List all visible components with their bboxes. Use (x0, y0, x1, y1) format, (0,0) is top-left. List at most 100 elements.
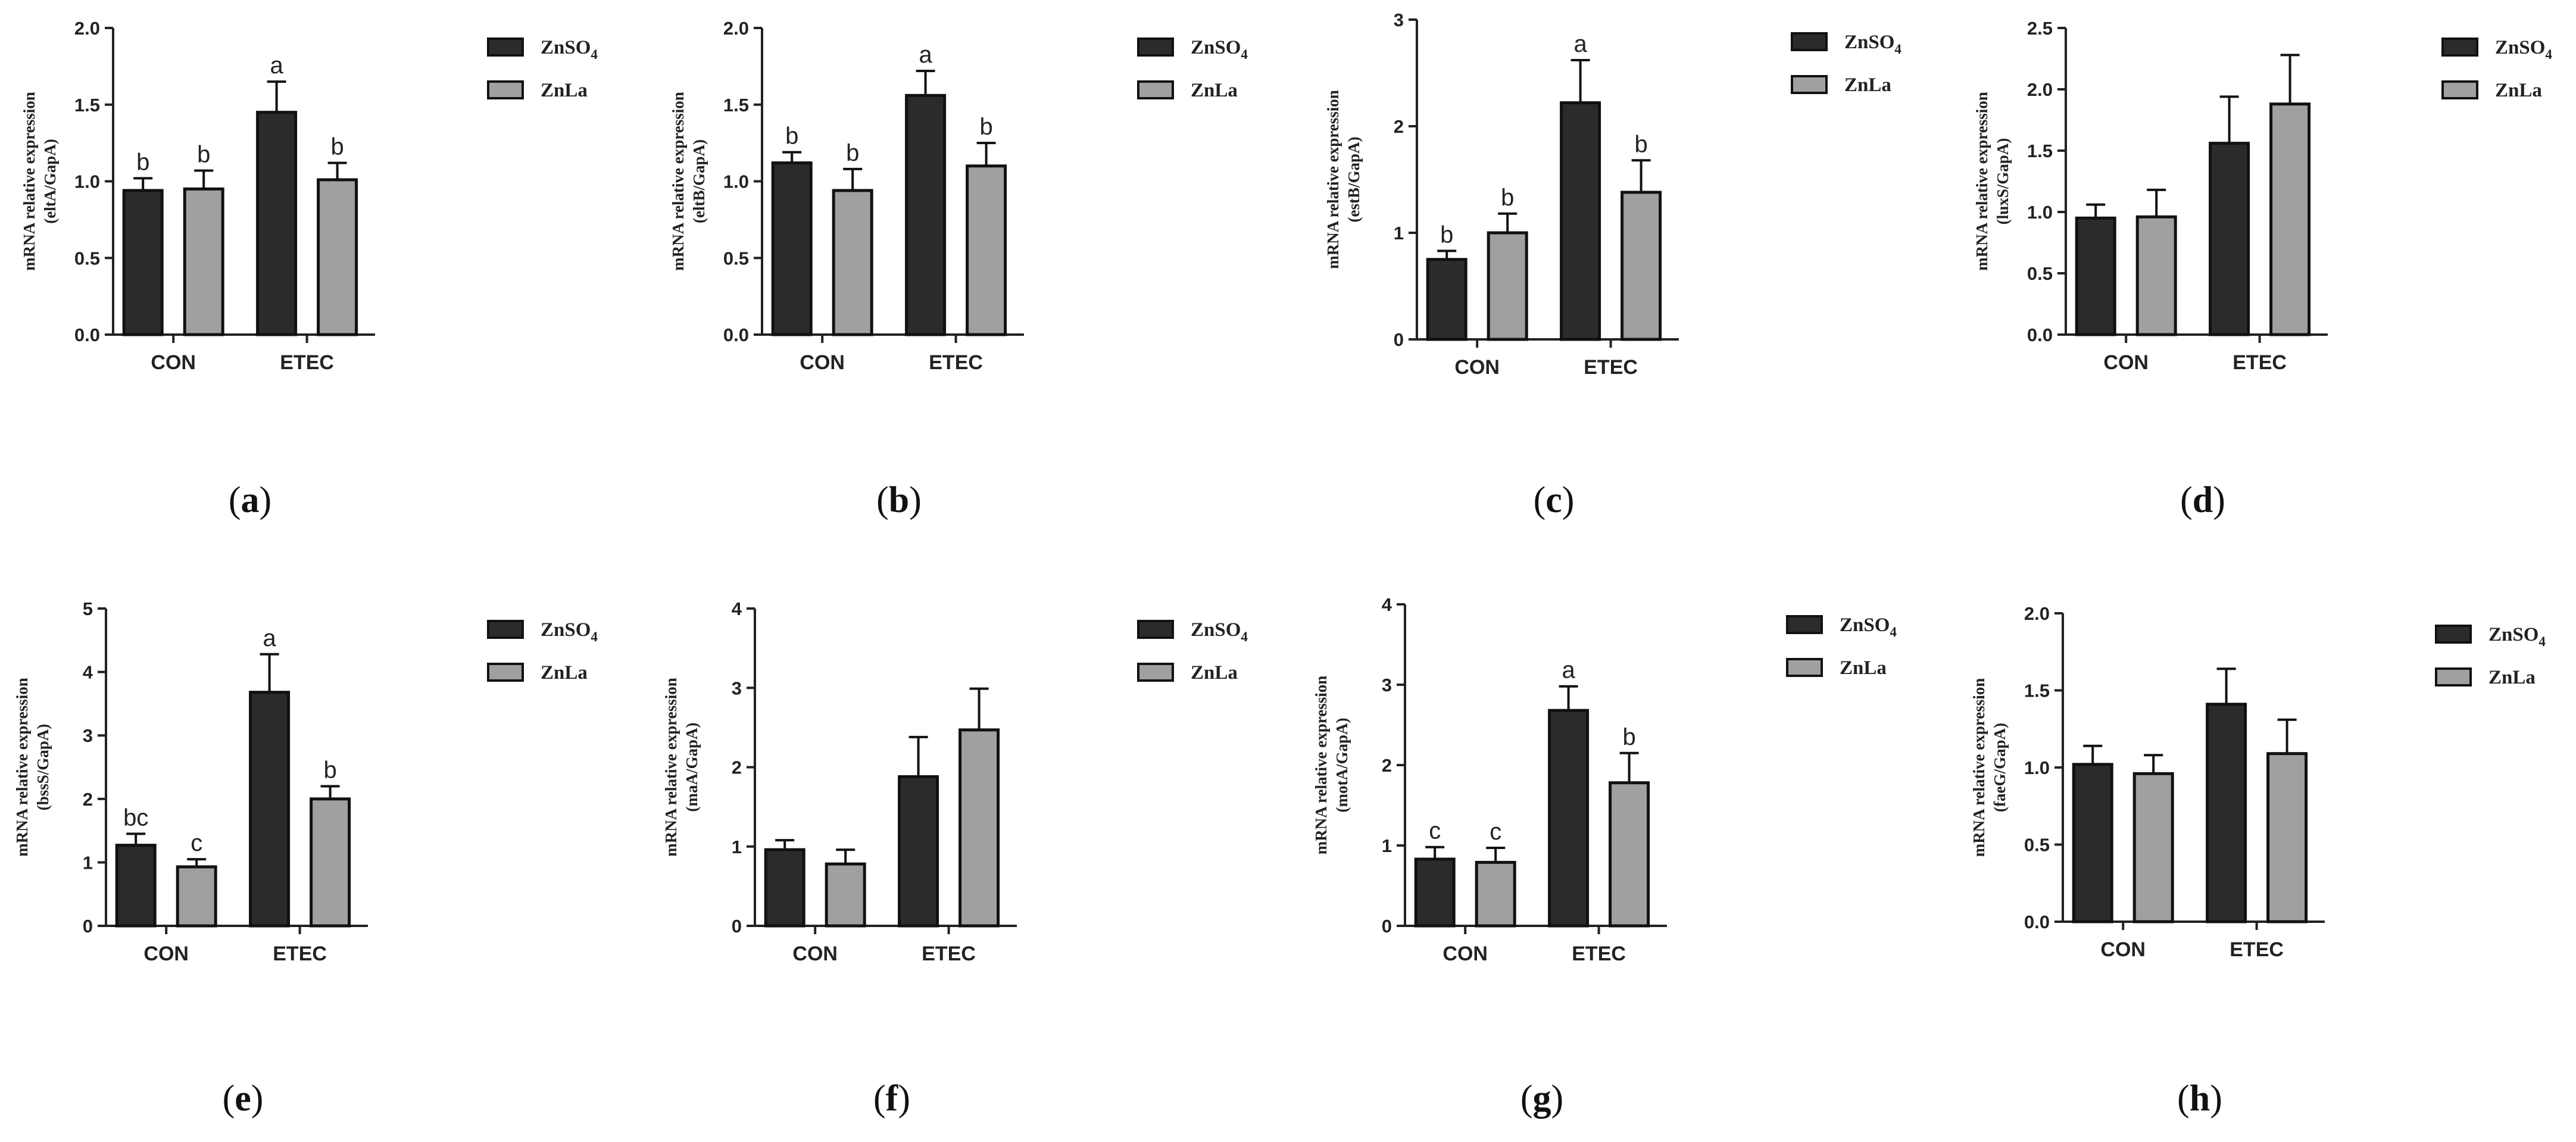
significance-letter: a (1562, 657, 1575, 684)
bar-znso4-etec (905, 93, 947, 336)
y-axis-label-line1: mRNA relative expression (1312, 676, 1330, 854)
y-tick-label: 0.0 (2024, 912, 2050, 932)
y-tick-label: 4 (1382, 594, 1392, 615)
legend-label-znso4: ZnSO4 (1844, 32, 1901, 57)
y-tick-label: 0.0 (74, 324, 100, 345)
legend-swatch-znla (487, 663, 524, 682)
panel-caption: (e) (223, 1078, 264, 1119)
y-axis-label-line2: (maA/GapA) (683, 723, 701, 812)
legend-swatch-znla (1137, 663, 1174, 682)
x-tick-label: CON (143, 943, 189, 965)
y-tick-label: 2.0 (723, 18, 749, 39)
significance-letter: a (1573, 31, 1587, 57)
bar-znla-con (2135, 215, 2177, 336)
legend-label-znla: ZnLa (541, 80, 588, 101)
legend: ZnSO4 ZnLa (1137, 619, 1248, 684)
bar-znso4-con (1426, 258, 1467, 341)
significance-letter: bc (123, 804, 148, 831)
y-tick-label: 5 (83, 598, 93, 619)
bar-znla-etec (2266, 752, 2308, 923)
y-axis-label-line1: mRNA relative expression (1970, 678, 1988, 857)
x-tick-label: ETEC (1584, 356, 1638, 379)
chart-panel-e: 0 1 2 3 4 5 mRNA relative expression (bssS/GapA… (13, 598, 598, 1119)
bar-znso4-etec (1548, 709, 1590, 928)
y-tick-label: 1.5 (723, 95, 749, 116)
x-tick-label: CON (151, 351, 196, 374)
legend-swatch-znso4 (2441, 38, 2478, 57)
legend: ZnSO4 ZnLa (2435, 624, 2546, 688)
bar-znla-etec (1620, 191, 1662, 341)
significance-letter: c (191, 830, 202, 856)
legend-swatch-znla (1137, 80, 1174, 99)
bar-znla-con (2132, 772, 2174, 923)
panel-caption: (b) (876, 480, 922, 520)
y-axis-label-line1: mRNA relative expression (669, 92, 687, 270)
bar-znla-etec (317, 178, 358, 336)
legend-swatch-znso4 (1791, 32, 1828, 51)
y-tick-label: 2 (1382, 755, 1392, 776)
legend-label-znso4: ZnSO4 (2495, 37, 2552, 62)
bar-znla-con (1487, 231, 1528, 341)
bar-znla-etec (310, 797, 351, 928)
bar-znso4-etec (2209, 142, 2250, 336)
y-tick-label: 0.0 (723, 324, 749, 345)
bar-znla-etec (1609, 781, 1650, 928)
y-tick-label: 1.0 (2024, 757, 2050, 778)
bar-znla-con (825, 862, 866, 928)
legend-label-znla: ZnLa (1191, 662, 1238, 684)
x-tick-label: ETEC (1572, 943, 1626, 965)
y-axis-label-line1: mRNA relative expression (1973, 92, 1991, 270)
bar-znla-con (1475, 860, 1516, 928)
y-axis-label-line2: (estB/GapA) (1345, 137, 1363, 223)
y-tick-label: 0 (1382, 916, 1392, 937)
y-tick-label: 0.5 (74, 248, 100, 269)
y-tick-label: 4 (732, 598, 742, 619)
legend-label-znso4: ZnSO4 (1191, 619, 1248, 644)
significance-letter: b (1440, 221, 1453, 248)
panel-caption: (c) (1534, 480, 1575, 520)
bar-znso4-etec (2206, 703, 2247, 923)
significance-letter: b (785, 123, 798, 149)
panel-caption: (d) (2180, 480, 2225, 520)
y-tick-label: 1 (1382, 835, 1392, 856)
bar-znso4-etec (256, 111, 298, 336)
y-tick-label: 2 (1394, 116, 1404, 137)
legend-swatch-znso4 (1786, 615, 1823, 634)
legend-label-znla: ZnLa (1844, 74, 1891, 96)
y-axis-label-line1: mRNA relative expression (13, 678, 31, 856)
legend-swatch-znla (487, 80, 524, 99)
y-axis-label-line2: (motA/GapA) (1333, 718, 1351, 813)
y-tick-label: 2.0 (74, 18, 100, 39)
legend-label-znla: ZnLa (541, 662, 588, 684)
significance-letter: b (1634, 131, 1647, 157)
bar-znso4-con (122, 189, 164, 336)
y-tick-label: 1.5 (2024, 681, 2050, 701)
y-axis-label-line1: mRNA relative expression (662, 678, 680, 856)
chart-panel-f: 0 1 2 3 4 mRNA relative expression (maA/GapA) C… (662, 598, 1248, 1119)
y-tick-label: 3 (83, 725, 93, 746)
y-tick-label: 0.5 (2024, 835, 2050, 856)
significance-letter: b (330, 134, 344, 160)
legend-label-znla: ZnLa (1191, 80, 1238, 101)
bar-znso4-etec (1560, 101, 1601, 341)
panel-caption: (a) (229, 480, 271, 520)
y-tick-label: 0 (1394, 329, 1404, 350)
bar-znla-con (176, 865, 217, 928)
legend: ZnSO4 ZnLa (487, 37, 598, 101)
x-tick-label: CON (800, 351, 845, 374)
legend-label-znla: ZnLa (2495, 80, 2542, 101)
x-tick-label: CON (1442, 943, 1488, 965)
legend: ZnSO4 ZnLa (2441, 37, 2552, 101)
y-axis-label-line2: (bssS/GapA) (34, 724, 52, 811)
y-tick-label: 0.0 (2027, 324, 2053, 345)
significance-letter: b (979, 114, 992, 140)
significance-letter: a (270, 52, 283, 79)
legend-swatch-znla (2441, 80, 2478, 99)
legend-label-znso4: ZnSO4 (2488, 624, 2546, 649)
x-tick-label: ETEC (929, 351, 983, 374)
bar-znla-con (183, 187, 224, 336)
y-tick-label: 1.5 (74, 95, 100, 116)
